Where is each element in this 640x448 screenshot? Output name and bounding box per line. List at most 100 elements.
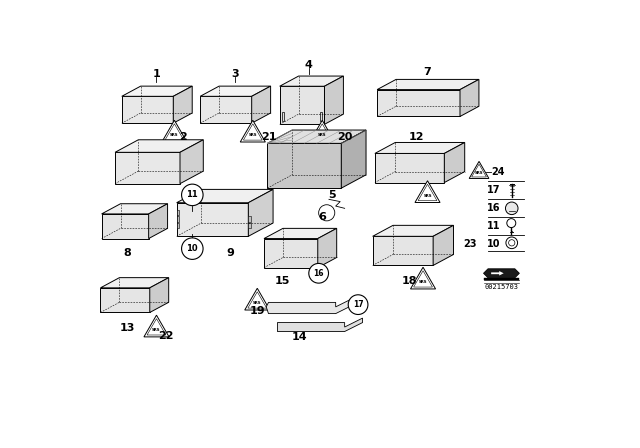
Polygon shape [173, 86, 192, 123]
Circle shape [182, 238, 203, 259]
Text: 10: 10 [186, 244, 198, 253]
Text: 11: 11 [487, 221, 500, 231]
Polygon shape [372, 237, 433, 265]
Circle shape [509, 240, 515, 246]
Circle shape [348, 295, 368, 314]
Polygon shape [410, 267, 436, 289]
Polygon shape [102, 204, 168, 214]
Polygon shape [375, 142, 465, 153]
Polygon shape [341, 130, 366, 188]
Polygon shape [317, 228, 337, 268]
Polygon shape [248, 223, 251, 228]
Polygon shape [252, 86, 271, 123]
Text: 3: 3 [231, 69, 239, 79]
Polygon shape [248, 190, 273, 237]
Text: 8: 8 [124, 248, 131, 258]
Circle shape [507, 219, 516, 228]
Circle shape [182, 184, 203, 206]
Polygon shape [433, 225, 454, 265]
Polygon shape [100, 288, 150, 313]
Text: 17: 17 [487, 185, 500, 195]
Text: 21: 21 [260, 132, 276, 142]
Polygon shape [177, 223, 179, 228]
Polygon shape [115, 140, 204, 152]
Polygon shape [144, 315, 169, 337]
Polygon shape [377, 90, 460, 116]
Polygon shape [469, 161, 489, 178]
Text: 7: 7 [424, 67, 431, 77]
Polygon shape [115, 152, 180, 184]
Polygon shape [320, 112, 323, 121]
Polygon shape [240, 120, 266, 142]
Polygon shape [264, 238, 317, 268]
Polygon shape [280, 76, 344, 86]
Text: 16: 16 [314, 269, 324, 278]
Polygon shape [491, 271, 504, 276]
Text: 24: 24 [492, 168, 505, 177]
Polygon shape [177, 190, 273, 202]
Polygon shape [324, 76, 344, 125]
Polygon shape [415, 181, 440, 202]
Circle shape [506, 202, 518, 215]
Polygon shape [268, 143, 341, 188]
Text: SRS: SRS [423, 194, 432, 198]
Text: 18: 18 [402, 276, 417, 286]
Polygon shape [268, 130, 366, 143]
Circle shape [319, 205, 335, 221]
Polygon shape [484, 269, 520, 278]
Text: SRS: SRS [318, 134, 326, 138]
Polygon shape [310, 120, 335, 142]
Text: 5: 5 [328, 190, 336, 200]
Text: 1: 1 [152, 69, 161, 79]
Text: 14: 14 [292, 332, 308, 342]
Text: 22: 22 [157, 331, 173, 341]
Polygon shape [282, 112, 284, 121]
Polygon shape [177, 216, 179, 222]
Text: SRS: SRS [248, 134, 257, 138]
Polygon shape [148, 204, 168, 238]
Polygon shape [177, 202, 248, 237]
Polygon shape [377, 79, 479, 90]
Text: 19: 19 [250, 306, 265, 316]
Polygon shape [460, 79, 479, 116]
Polygon shape [484, 278, 520, 280]
Polygon shape [266, 298, 354, 314]
Text: 13: 13 [120, 323, 135, 333]
Text: SRS: SRS [253, 302, 262, 306]
Text: 17: 17 [353, 300, 364, 309]
Polygon shape [200, 86, 271, 96]
Polygon shape [372, 225, 454, 237]
Text: SRS: SRS [475, 171, 483, 175]
Text: SRS: SRS [419, 280, 428, 284]
Text: 9: 9 [227, 248, 234, 258]
Polygon shape [122, 86, 192, 96]
Text: 15: 15 [274, 276, 290, 286]
Circle shape [506, 237, 518, 249]
Text: SRS: SRS [170, 134, 179, 138]
Text: 12: 12 [408, 132, 424, 142]
Polygon shape [444, 142, 465, 183]
Circle shape [309, 263, 328, 283]
Polygon shape [200, 96, 252, 123]
Polygon shape [278, 318, 363, 332]
Polygon shape [180, 140, 204, 184]
Text: 10: 10 [487, 239, 500, 249]
Text: 4: 4 [305, 60, 313, 70]
Text: 11: 11 [186, 190, 198, 199]
Polygon shape [150, 278, 169, 313]
Polygon shape [375, 153, 444, 183]
Text: 23: 23 [463, 239, 477, 249]
Polygon shape [162, 120, 187, 142]
Polygon shape [244, 288, 270, 310]
Text: SRS: SRS [152, 328, 161, 332]
Text: 6: 6 [318, 212, 326, 222]
Polygon shape [248, 216, 251, 222]
Polygon shape [264, 228, 337, 238]
Text: 00215703: 00215703 [484, 284, 518, 290]
Polygon shape [177, 210, 179, 215]
Polygon shape [122, 96, 173, 123]
Text: 20: 20 [337, 132, 353, 142]
Text: 2: 2 [179, 132, 188, 142]
Polygon shape [280, 86, 324, 125]
Text: 16: 16 [487, 203, 500, 213]
